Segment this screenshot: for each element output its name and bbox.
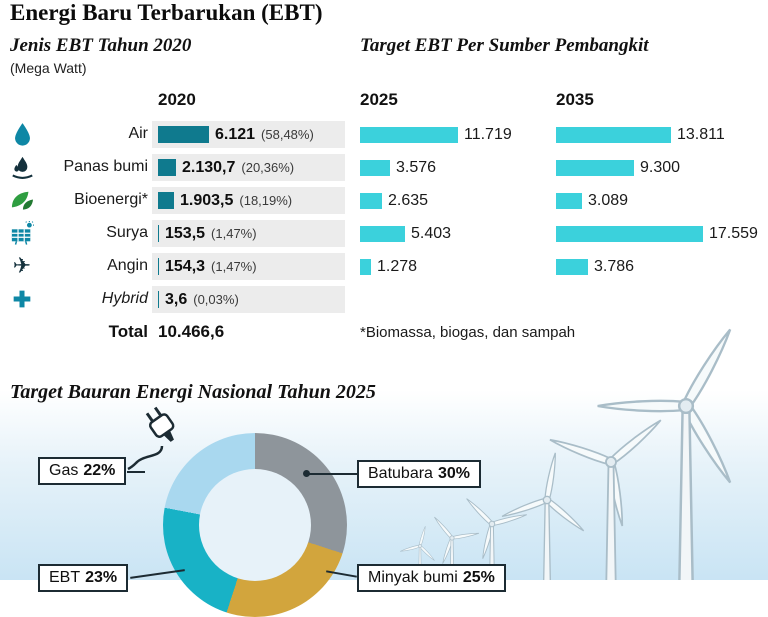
value-2025: 11.719 xyxy=(464,125,512,143)
row-bioenergi: Bioenergi* 1.903,5 (18,19%) 2.635 3.089 xyxy=(0,184,768,217)
value-2035: 3.786 xyxy=(594,257,635,275)
gas-percent: 22% xyxy=(83,462,116,479)
value-2020: 1.903,5 xyxy=(180,191,234,209)
bar-2025 xyxy=(360,192,382,209)
plus-icon xyxy=(6,285,38,313)
section-title-jenis-ebt: Jenis EBT Tahun 2020 xyxy=(10,35,192,56)
value-2020: 6.121 xyxy=(215,125,256,143)
ebt-label: EBT xyxy=(49,569,81,586)
value-2025: 1.278 xyxy=(377,257,418,275)
bar-2035 xyxy=(556,192,582,209)
power-plug-icon xyxy=(127,406,175,471)
row-label: Panas bumi xyxy=(63,158,149,175)
minyak-callout: Minyak bumi 25% xyxy=(357,564,506,592)
geothermal-flame-icon xyxy=(6,153,38,181)
solar-panel-icon xyxy=(6,219,38,247)
row-label: Air xyxy=(128,125,148,142)
bar-2020 xyxy=(158,291,159,308)
section-title-bauran-energi: Target Bauran Energi Nasional Tahun 2025 xyxy=(10,381,376,403)
batubara-callout: Batubara 30% xyxy=(357,460,481,488)
value-2020: 153,5 xyxy=(165,224,206,242)
total-value: 10.466,6 xyxy=(158,322,225,341)
value-2025: 5.403 xyxy=(411,224,452,242)
row-strip-2020 xyxy=(152,286,345,313)
value-2020: 3,6 xyxy=(165,290,188,308)
column-header-2035: 2035 xyxy=(556,90,594,109)
row-label: Hybrid xyxy=(101,290,148,307)
unit-label: (Mega Watt) xyxy=(10,60,87,76)
minyak-label: Minyak bumi xyxy=(368,569,458,586)
gas-label: Gas xyxy=(49,462,79,479)
ebt-callout: EBT 23% xyxy=(38,564,129,592)
airplane-icon: ✈ xyxy=(12,253,32,279)
value-2020: 2.130,7 xyxy=(182,158,236,176)
bar-2020 xyxy=(158,159,176,176)
row-label: Bioenergi* xyxy=(74,191,148,208)
total-label: Total xyxy=(108,322,148,341)
value-2035: 13.811 xyxy=(677,125,725,143)
percent-2020: (18,19%) xyxy=(239,193,293,208)
bar-2025 xyxy=(360,225,405,242)
gas-leader-line xyxy=(127,471,145,473)
row-angin: ✈ Angin 154,3 (1,47%) 1.278 3.786 xyxy=(0,250,768,283)
percent-2020: (20,36%) xyxy=(241,160,295,175)
section-title-target-ebt: Target EBT Per Sumber Pembangkit xyxy=(360,35,649,56)
minyak-percent: 25% xyxy=(462,569,495,586)
row-surya: Surya 153,5 (1,47%) 5.403 17.559 xyxy=(0,217,768,250)
bar-2035 xyxy=(556,225,703,242)
water-drop-icon xyxy=(6,120,38,148)
bar-2025 xyxy=(360,126,458,143)
percent-2020: (1,47%) xyxy=(211,226,257,241)
value-2025: 2.635 xyxy=(388,191,429,209)
value-2035: 17.559 xyxy=(709,224,758,242)
bar-2035 xyxy=(556,126,671,143)
batubara-label: Batubara xyxy=(368,465,433,482)
bar-2035 xyxy=(556,258,588,275)
row-panas-bumi: Panas bumi 2.130,7 (20,36%) 3.576 9.300 xyxy=(0,151,768,184)
bar-2025 xyxy=(360,258,371,275)
bar-2025 xyxy=(360,159,390,176)
footnote: *Biomassa, biogas, dan sampah xyxy=(360,324,576,341)
bar-2035 xyxy=(556,159,634,176)
batubara-dot xyxy=(303,470,310,477)
value-2035: 9.300 xyxy=(640,158,681,176)
row-strip-2020 xyxy=(152,154,345,181)
donut-hole xyxy=(199,469,311,581)
bar-2020 xyxy=(158,126,209,143)
bar-2020 xyxy=(158,192,174,209)
batubara-percent: 30% xyxy=(437,465,470,482)
row-strip-2020 xyxy=(152,253,345,280)
row-strip-2020 xyxy=(152,220,345,247)
leaf-icon xyxy=(6,186,38,214)
row-hybrid: Hybrid 3,6 (0,03%) xyxy=(0,283,768,316)
percent-2020: (58,48%) xyxy=(261,127,314,142)
percent-2020: (0,03%) xyxy=(193,292,239,307)
value-2020: 154,3 xyxy=(165,257,206,275)
batubara-leader-line xyxy=(309,473,357,475)
ebt-table: Air 6.121 (58,48%) 11.719 13.811 Panas b… xyxy=(0,118,768,349)
bar-2020 xyxy=(158,258,159,275)
value-2025: 3.576 xyxy=(396,158,437,176)
page-title: Energi Baru Terbarukan (EBT) xyxy=(10,0,323,25)
gas-callout: Gas 22% xyxy=(38,457,127,485)
row-total: Total 10.466,6 *Biomassa, biogas, dan sa… xyxy=(0,316,768,349)
row-label: Surya xyxy=(106,224,148,241)
column-header-2025: 2025 xyxy=(360,90,398,109)
row-label: Angin xyxy=(107,257,148,274)
bar-2020 xyxy=(158,225,159,242)
column-header-2020: 2020 xyxy=(158,90,196,109)
value-2035: 3.089 xyxy=(588,191,629,209)
row-air: Air 6.121 (58,48%) 11.719 13.811 xyxy=(0,118,768,151)
percent-2020: (1,47%) xyxy=(211,259,257,274)
ebt-percent: 23% xyxy=(85,569,118,586)
row-strip-2020 xyxy=(152,187,345,214)
